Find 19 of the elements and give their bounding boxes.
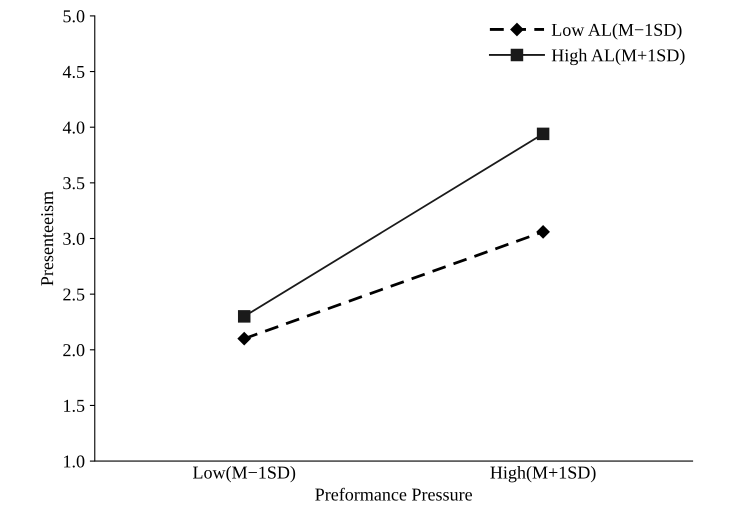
x-tick-label: High(M+1SD) [490, 466, 596, 482]
point [536, 128, 550, 140]
point [238, 332, 251, 346]
y-tick-label: 2.0 [63, 344, 84, 356]
point [536, 225, 550, 238]
legend-label: Low AL(M−1SD) [552, 23, 682, 40]
y-tick-label: 3.0 [63, 232, 84, 246]
y-tick-label: 4.0 [62, 121, 84, 134]
legend-label: High AL(M+1SD) [552, 48, 685, 66]
y-tick-label: 1.0 [64, 455, 84, 468]
y-tick-label: 2.5 [63, 288, 84, 301]
y-tick-label: 5.0 [64, 10, 84, 22]
y-axis-title: Presenteeism [41, 191, 54, 286]
y-tick-label: 3.5 [63, 177, 84, 190]
y-tick-label: 1.5 [64, 400, 84, 412]
y-tick-label: 4.5 [62, 66, 84, 78]
x-axis-title: Preformance Pressure [315, 488, 472, 501]
point [238, 310, 250, 323]
x-tick-label: Low(M−1SD) [193, 466, 296, 482]
